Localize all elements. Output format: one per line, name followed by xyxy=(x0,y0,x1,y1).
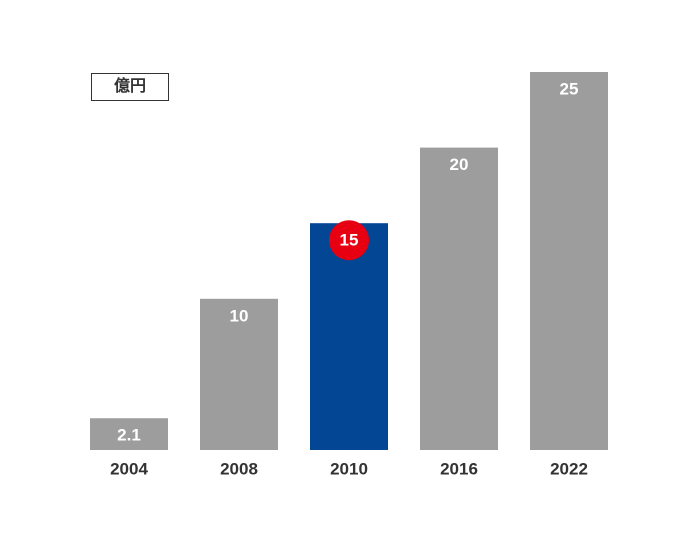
unit-box xyxy=(91,73,169,101)
bar xyxy=(310,223,388,450)
bar xyxy=(530,72,608,450)
value-label: 20 xyxy=(450,155,469,174)
value-label: 15 xyxy=(340,231,359,250)
value-badge xyxy=(329,220,369,261)
x-tick-label: 2010 xyxy=(330,459,368,478)
bar xyxy=(90,418,168,450)
x-tick-label: 2022 xyxy=(550,459,588,478)
bar xyxy=(200,298,278,450)
x-tick-label: 2004 xyxy=(110,459,148,478)
value-label: 2.1 xyxy=(117,426,141,445)
value-label: 25 xyxy=(560,79,579,98)
unit-label: 億円 xyxy=(114,76,146,95)
value-label: 10 xyxy=(230,306,249,325)
bar xyxy=(420,147,498,450)
x-tick-label: 2016 xyxy=(440,459,478,478)
x-tick-label: 2008 xyxy=(220,459,258,478)
